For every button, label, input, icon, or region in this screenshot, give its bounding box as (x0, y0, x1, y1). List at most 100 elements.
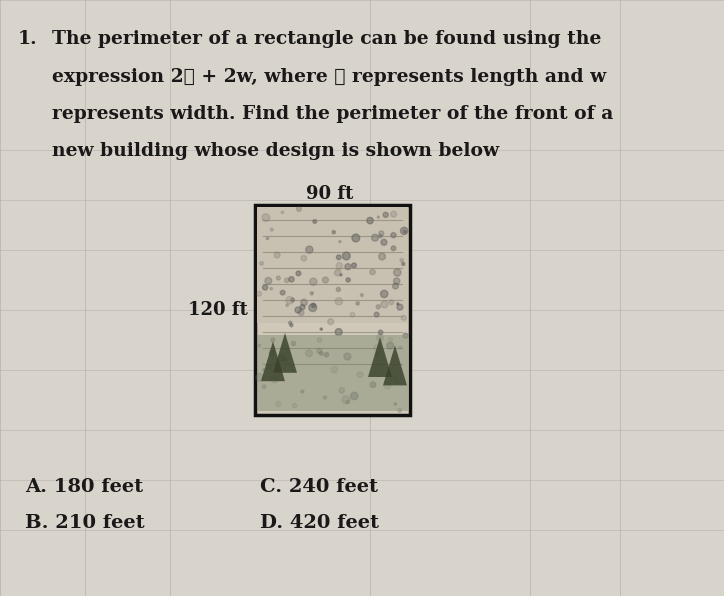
Polygon shape (383, 346, 407, 386)
Circle shape (392, 283, 398, 289)
Circle shape (301, 256, 307, 261)
Circle shape (356, 302, 359, 305)
Circle shape (292, 403, 297, 408)
Circle shape (271, 338, 274, 342)
Circle shape (271, 375, 278, 383)
Circle shape (350, 392, 358, 400)
Circle shape (404, 231, 406, 233)
Circle shape (301, 390, 304, 393)
Circle shape (279, 354, 285, 361)
Circle shape (391, 211, 397, 217)
Circle shape (256, 374, 264, 381)
Circle shape (336, 263, 342, 269)
Circle shape (357, 372, 363, 377)
Text: A. 180 feet: A. 180 feet (25, 478, 143, 496)
Circle shape (346, 278, 350, 282)
Circle shape (367, 218, 374, 224)
Circle shape (265, 277, 272, 284)
Circle shape (402, 262, 405, 265)
Bar (257, 335, 408, 411)
Circle shape (332, 231, 335, 234)
Circle shape (291, 342, 295, 346)
Circle shape (340, 274, 342, 276)
Text: 1.: 1. (18, 30, 38, 48)
Polygon shape (368, 337, 392, 377)
Circle shape (379, 253, 386, 260)
Circle shape (379, 231, 384, 236)
Circle shape (387, 342, 394, 349)
Circle shape (328, 319, 334, 325)
Circle shape (374, 345, 380, 351)
Circle shape (270, 228, 273, 231)
Polygon shape (261, 341, 285, 381)
Circle shape (262, 385, 266, 389)
Circle shape (308, 303, 316, 312)
Text: B. 210 feet: B. 210 feet (25, 514, 145, 532)
Circle shape (331, 367, 337, 373)
Circle shape (282, 357, 287, 361)
Polygon shape (273, 333, 297, 373)
Circle shape (257, 291, 261, 296)
Circle shape (337, 287, 340, 291)
Circle shape (381, 240, 387, 246)
Circle shape (300, 305, 305, 310)
Circle shape (384, 383, 391, 389)
Circle shape (344, 353, 351, 360)
Circle shape (352, 263, 356, 268)
Circle shape (376, 305, 380, 309)
Circle shape (289, 321, 292, 325)
Bar (257, 207, 408, 322)
Circle shape (276, 402, 281, 406)
Circle shape (383, 212, 388, 218)
Circle shape (381, 290, 388, 297)
Circle shape (376, 334, 383, 341)
Circle shape (400, 227, 408, 235)
Circle shape (290, 324, 293, 327)
Text: new building whose design is shown below: new building whose design is shown below (52, 142, 499, 160)
Circle shape (269, 350, 274, 355)
Circle shape (401, 315, 406, 321)
Circle shape (337, 255, 341, 260)
Circle shape (379, 234, 382, 238)
Circle shape (322, 277, 329, 283)
Circle shape (258, 344, 261, 347)
Circle shape (296, 271, 300, 276)
Circle shape (350, 312, 355, 317)
Circle shape (262, 214, 270, 222)
Circle shape (317, 338, 321, 342)
Circle shape (306, 350, 313, 357)
Circle shape (319, 352, 323, 355)
Circle shape (306, 246, 313, 253)
Circle shape (361, 294, 363, 297)
Circle shape (394, 269, 401, 276)
Circle shape (339, 241, 341, 243)
Circle shape (342, 396, 350, 404)
Circle shape (403, 333, 408, 338)
Circle shape (374, 312, 379, 317)
Circle shape (263, 368, 265, 371)
Circle shape (345, 263, 351, 269)
Circle shape (391, 246, 396, 251)
Circle shape (300, 299, 307, 306)
Circle shape (389, 300, 394, 305)
Text: 120 ft: 120 ft (188, 301, 248, 319)
Circle shape (335, 297, 342, 305)
Circle shape (267, 365, 272, 370)
Circle shape (370, 382, 376, 387)
Text: represents width. Find the perimeter of the front of a: represents width. Find the perimeter of … (52, 105, 613, 123)
Circle shape (389, 337, 392, 342)
Circle shape (352, 234, 360, 242)
Circle shape (379, 330, 383, 334)
Circle shape (295, 307, 301, 313)
Circle shape (281, 211, 284, 214)
Text: expression 2ℓ + 2w, where ℓ represents length and w: expression 2ℓ + 2w, where ℓ represents l… (52, 68, 606, 86)
Circle shape (310, 292, 313, 295)
Circle shape (286, 304, 288, 306)
Circle shape (377, 216, 379, 218)
Circle shape (280, 290, 285, 295)
Circle shape (313, 219, 316, 224)
Circle shape (400, 259, 403, 262)
Circle shape (286, 296, 294, 304)
Circle shape (399, 346, 402, 349)
Circle shape (394, 375, 396, 378)
